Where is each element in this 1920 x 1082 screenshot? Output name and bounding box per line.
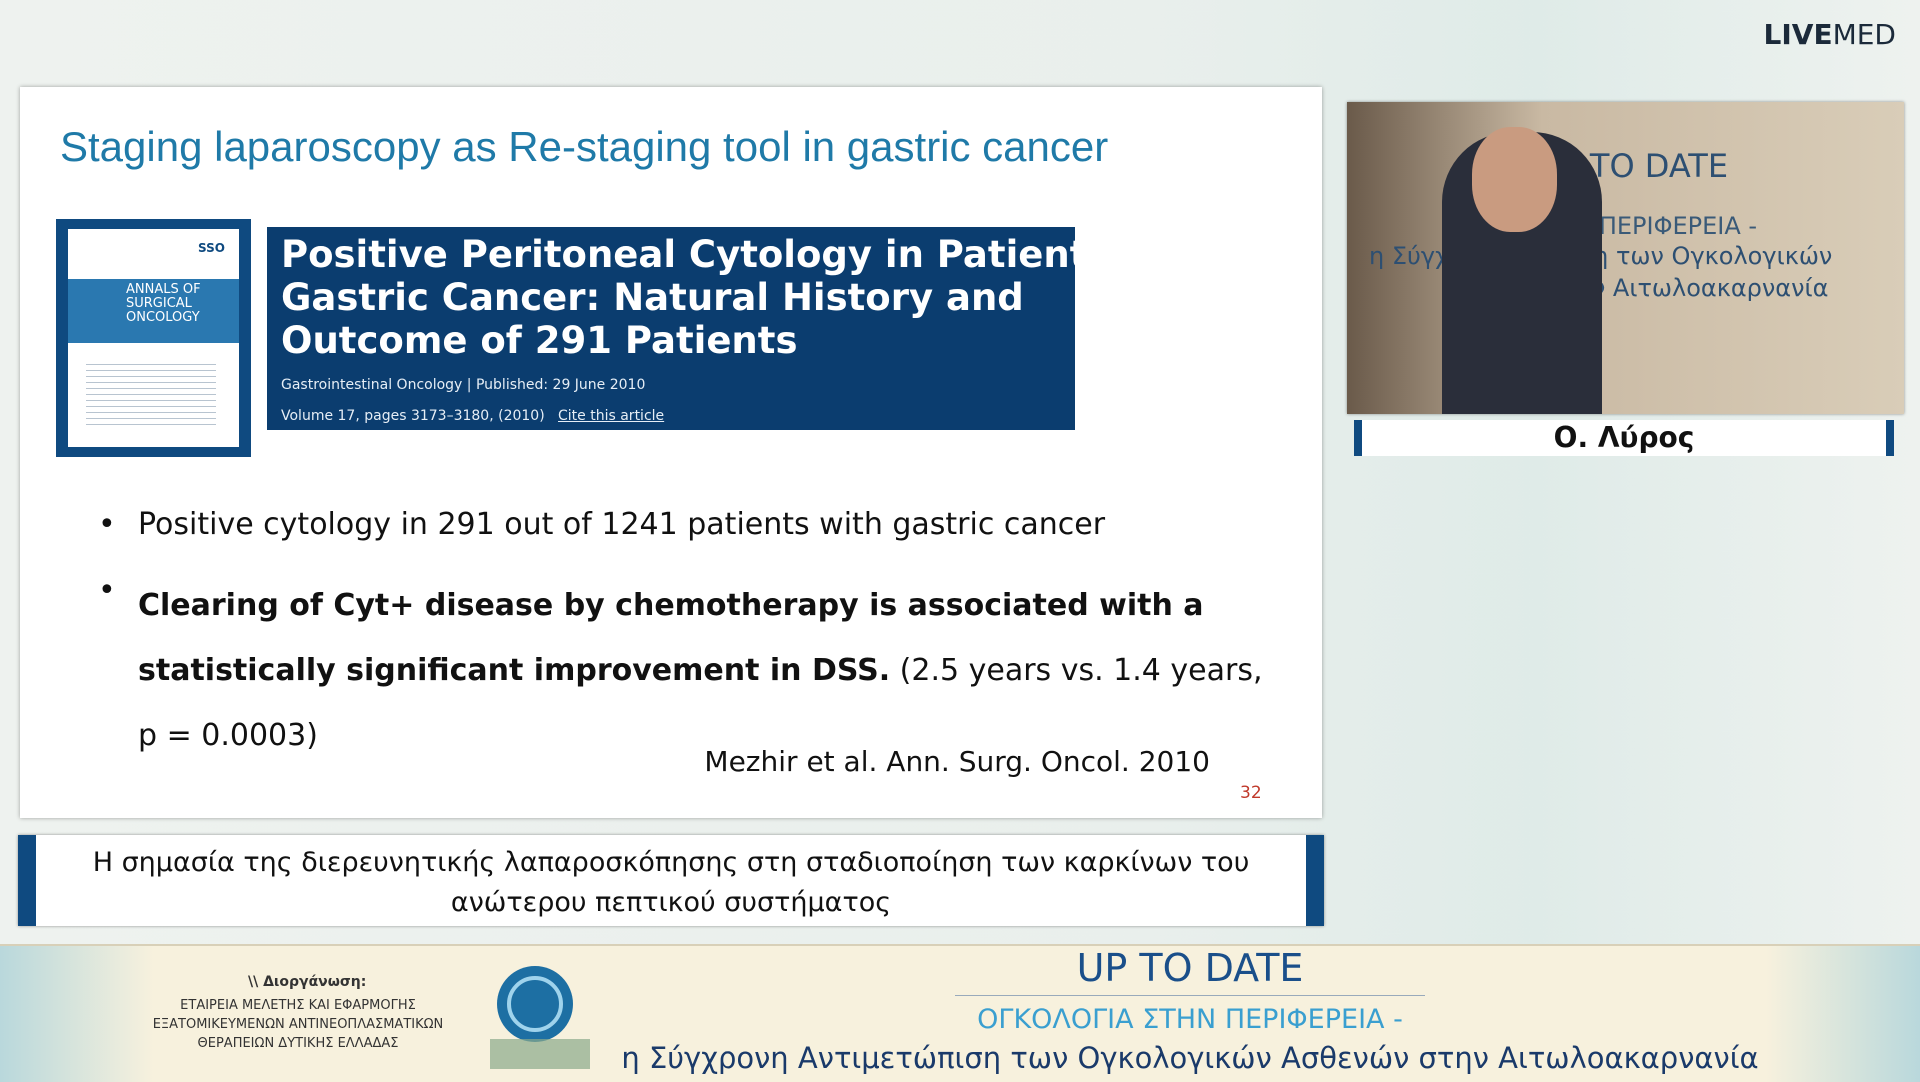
organizer-line: ΕΤΑΙΡΕΙΑ ΜΕΛΕΤΗΣ ΚΑΙ ΕΦΑΡΜΟΓΗΣ xyxy=(180,998,416,1013)
cover-title: ANNALS OF SURGICAL ONCOLOGY xyxy=(126,283,201,325)
emblem-ring xyxy=(507,976,563,1032)
cover-text xyxy=(86,359,216,429)
citation: Mezhir et al. Ann. Surg. Oncol. 2010 xyxy=(704,745,1210,778)
article-banner: Positive Peritoneal Cytology in Patients… xyxy=(267,227,1213,430)
journal-cover: ANNALS OF SURGICAL ONCOLOGY SSO xyxy=(56,219,251,457)
speaker-name: Ο. Λύρος xyxy=(1354,420,1894,456)
article-section: Gastrointestinal Oncology xyxy=(281,377,463,393)
article-title-line: Gastric Cancer: Natural History and xyxy=(281,276,1024,319)
article-title: Positive Peritoneal Cytology in Patients… xyxy=(281,233,1213,362)
cover-badge: SSO xyxy=(198,241,225,255)
cover-line: SURGICAL xyxy=(126,296,192,311)
page-number: 32 xyxy=(1240,783,1262,803)
bullet-bold: Clearing of Cyt+ disease by chemotherapy… xyxy=(138,588,1204,688)
cover-line: ONCOLOGY xyxy=(126,310,200,325)
emblem-landscape xyxy=(490,1039,590,1069)
bullet-1: • xyxy=(98,507,116,542)
logo-light: MED xyxy=(1832,18,1896,51)
caption-box: Η σημασία της διερευνητικής λαπαροσκόπησ… xyxy=(18,835,1324,926)
bullet-text: Clearing of Cyt+ disease by chemotherapy… xyxy=(138,573,1268,768)
article-meta: Gastrointestinal Oncology | Published: 2… xyxy=(281,377,646,393)
bullet-normal: (2.5 years vs. 1.4 years, p = 0.0003) xyxy=(138,653,1263,753)
cover-band xyxy=(68,279,239,343)
cite-link[interactable]: Cite this article xyxy=(558,408,665,424)
caption: Η σημασία της διερευνητικής λαπαροσκόπησ… xyxy=(92,847,1250,918)
conference-emblem xyxy=(490,966,590,1069)
article-published: Published: 29 June 2010 xyxy=(475,377,646,393)
article-title-line: Outcome of 291 Patients xyxy=(281,319,798,362)
article-volume: Volume 17, pages 3173–3180, (2010) xyxy=(281,408,545,424)
bullet-text: Positive cytology in 291 out of 1241 pat… xyxy=(138,507,1106,542)
article-volume-row: Volume 17, pages 3173–3180, (2010) Cite … xyxy=(281,408,664,424)
divider xyxy=(955,995,1425,996)
organizer-line: ΘΕΡΑΠΕΙΩΝ ΔΥΤΙΚΗΣ ΕΛΛΑΔΑΣ xyxy=(197,1036,399,1051)
speaker-video: UP TO DATE ΟΓΙΑ ΣΤΗΝ ΠΕΡΙΦΕΡΕΙΑ - η Σύγχ… xyxy=(1347,102,1904,414)
speaker-head xyxy=(1472,127,1557,232)
cover-line: ANNALS OF xyxy=(126,282,201,297)
organizer: ΕΤΑΙΡΕΙΑ ΜΕΛΕΤΗΣ ΚΑΙ ΕΦΑΡΜΟΓΗΣ ΕΞΑΤΟΜΙΚΕ… xyxy=(150,996,446,1053)
article-title-line: Positive Peritoneal Cytology in Patients… xyxy=(281,233,1214,276)
slide-title: Staging laparoscopy as Re-staging tool i… xyxy=(60,123,1109,170)
footer: \\ Διοργάνωση: ΕΤΑΙΡΕΙΑ ΜΕΛΕΤΗΣ ΚΑΙ ΕΦΑΡ… xyxy=(0,944,1920,1082)
bullet-2: • xyxy=(98,573,116,608)
slide: Staging laparoscopy as Re-staging tool i… xyxy=(20,87,1322,818)
logo-bold: LIVE xyxy=(1763,18,1833,51)
conference-title: UP TO DATE xyxy=(1076,946,1304,990)
logo: LIVEMED xyxy=(1764,18,1896,51)
conference-subtitle: ΟΓΚΟΛΟΓΙΑ ΣΤΗΝ ΠΕΡΙΦΕΡΕΙΑ - xyxy=(977,1004,1403,1035)
organizer-label: \\ Διοργάνωση: xyxy=(248,974,367,990)
organizer-line: ΕΞΑΤΟΜΙΚΕΥΜΕΝΩΝ ΑΝΤΙΝΕΟΠΛΑΣΜΑΤΙΚΩΝ xyxy=(152,1017,444,1032)
conference-tagline: η Σύγχρονη Αντιμετώπιση των Ογκολογικών … xyxy=(621,1041,1759,1075)
